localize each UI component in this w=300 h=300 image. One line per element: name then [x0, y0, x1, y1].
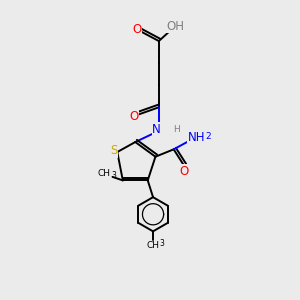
Text: 3: 3	[111, 171, 116, 180]
Text: 2: 2	[205, 132, 211, 141]
Text: N: N	[152, 123, 161, 136]
Text: O: O	[132, 23, 141, 36]
Text: OH: OH	[166, 20, 184, 33]
Text: CH: CH	[146, 241, 160, 250]
Text: S: S	[110, 144, 118, 157]
Text: O: O	[129, 110, 138, 123]
Text: H: H	[173, 125, 180, 134]
Text: 3: 3	[160, 239, 165, 248]
Text: NH: NH	[188, 131, 205, 144]
Text: CH: CH	[97, 169, 110, 178]
Text: O: O	[179, 165, 189, 178]
